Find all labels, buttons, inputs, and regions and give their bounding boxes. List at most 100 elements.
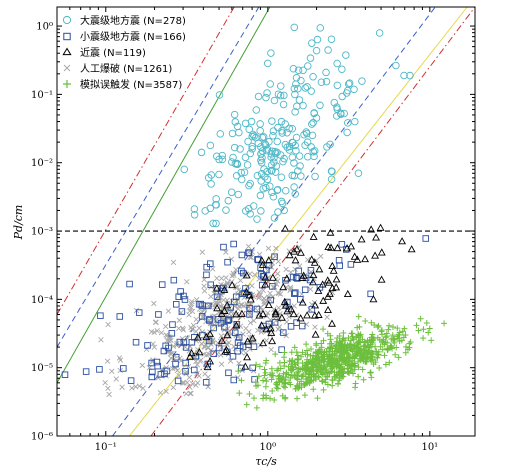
data-point-circle <box>308 120 316 128</box>
data-point-plus <box>262 383 269 390</box>
y-tick-label: 10⁻⁴ <box>31 295 53 306</box>
data-point-plus <box>304 351 311 358</box>
data-point-square <box>82 368 90 375</box>
data-point-plus <box>393 344 400 351</box>
data-point-x <box>205 374 211 380</box>
data-point-square <box>157 371 165 378</box>
data-point-circle <box>310 147 319 155</box>
data-point-x <box>257 304 264 310</box>
data-point-square <box>238 251 246 259</box>
data-point-plus <box>353 347 360 354</box>
data-point-x <box>251 317 257 324</box>
data-point-plus <box>320 371 327 378</box>
data-point-circle <box>263 59 272 68</box>
data-point-circle <box>294 66 303 74</box>
data-point-square <box>210 350 218 358</box>
data-point-triangle <box>279 283 288 291</box>
data-point-triangle <box>309 232 318 240</box>
data-point-square <box>195 301 203 308</box>
data-point-square <box>291 290 298 297</box>
data-point-square <box>213 293 221 301</box>
data-point-plus <box>313 373 320 380</box>
data-point-triangle <box>195 348 204 356</box>
data-point-x <box>113 376 119 382</box>
data-point-square <box>221 323 228 331</box>
data-point-triangle <box>296 248 305 256</box>
data-point-circle <box>256 127 264 135</box>
data-point-square <box>225 316 233 323</box>
data-point-x <box>163 373 169 379</box>
data-point-x <box>151 344 158 350</box>
data-point-square <box>165 344 172 352</box>
data-point-circle <box>246 179 255 188</box>
data-point-circle <box>271 168 280 176</box>
legend: 大震级地方震 (N=278) 小震级地方震 (N=166) 近震 (N=119)… <box>62 14 186 91</box>
data-point-triangle <box>193 333 202 341</box>
data-point-x <box>296 263 303 269</box>
data-point-x <box>268 346 274 353</box>
data-point-plus <box>359 353 366 360</box>
data-point-circle <box>257 207 265 215</box>
data-point-x <box>224 342 230 348</box>
data-point-x <box>240 331 246 337</box>
data-point-circle <box>268 117 276 125</box>
data-point-circle <box>206 141 215 150</box>
legend-entry-false-trigger: 模拟误触发 (N=3587) <box>63 78 182 91</box>
data-point-triangle <box>220 306 229 314</box>
data-point-x <box>180 325 186 331</box>
data-point-circle <box>248 145 256 153</box>
data-point-square <box>232 293 240 301</box>
data-point-circle <box>246 149 255 158</box>
data-point-plus <box>320 357 327 364</box>
data-point-plus <box>362 318 369 325</box>
data-point-plus <box>331 373 338 380</box>
data-point-x <box>105 385 111 392</box>
data-point-circle <box>289 64 298 73</box>
data-point-triangle <box>261 280 270 288</box>
data-point-circle <box>296 162 304 170</box>
data-point-x <box>170 384 177 391</box>
data-point-x <box>218 333 224 339</box>
data-point-plus <box>318 340 325 347</box>
data-point-square <box>249 364 256 372</box>
data-point-plus <box>299 349 306 356</box>
data-point-square <box>258 270 265 278</box>
data-point-x <box>183 390 189 397</box>
data-point-plus <box>324 381 331 388</box>
data-point-triangle <box>222 345 231 353</box>
data-point-plus <box>320 326 327 333</box>
data-point-circle <box>312 46 321 55</box>
data-point-triangle <box>328 261 337 270</box>
data-point-triangle <box>223 331 232 339</box>
data-point-circle <box>207 180 215 188</box>
data-point-triangle <box>314 310 323 318</box>
data-point-circle <box>240 168 249 176</box>
data-point-plus <box>291 344 298 351</box>
data-point-triangle <box>257 321 266 329</box>
data-point-circle <box>231 118 240 126</box>
data-point-plus <box>369 331 376 338</box>
data-point-square <box>298 322 306 330</box>
reference-line-2 <box>57 7 260 348</box>
data-point-circle <box>333 81 342 90</box>
data-point-circle <box>344 119 352 127</box>
data-point-plus <box>322 366 329 373</box>
data-point-plus <box>373 354 380 361</box>
data-point-triangle <box>285 251 294 259</box>
data-point-plus <box>261 372 268 379</box>
data-point-triangle <box>220 285 229 293</box>
data-point-x <box>256 295 262 301</box>
data-point-square <box>233 321 241 328</box>
data-point-plus <box>292 385 299 392</box>
data-point-plus <box>313 357 320 364</box>
data-point-plus <box>310 352 317 359</box>
data-point-square <box>223 348 231 356</box>
data-point-circle <box>263 89 271 97</box>
legend-marker-triangle <box>62 47 72 56</box>
data-point-plus <box>269 387 276 394</box>
data-point-circle <box>308 131 317 140</box>
data-point-circle <box>333 59 341 68</box>
data-point-circle <box>216 130 225 138</box>
data-point-triangle <box>277 313 286 321</box>
data-point-plus <box>335 369 342 376</box>
